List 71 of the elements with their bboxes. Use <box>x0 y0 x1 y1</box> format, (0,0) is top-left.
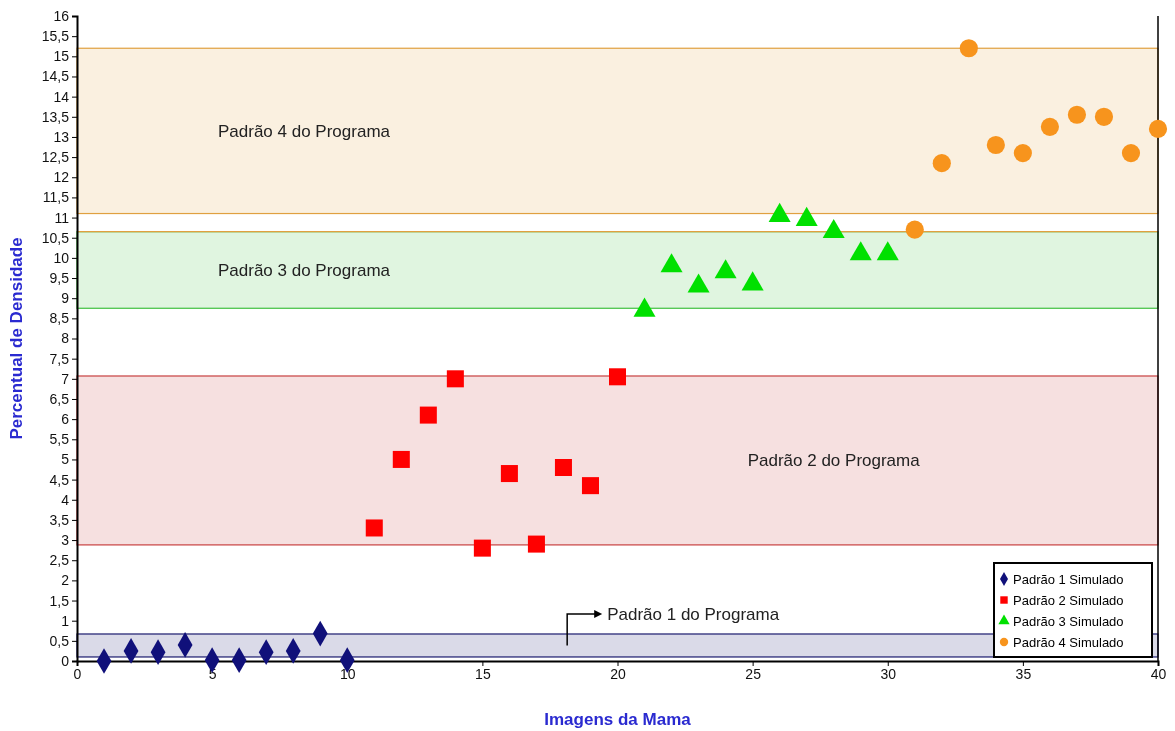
point <box>1040 117 1059 136</box>
y-tick-label: 11 <box>54 209 70 226</box>
point <box>527 535 545 553</box>
band-label: Padrão 2 do Programa <box>747 451 921 471</box>
y-tick-label: 3 <box>61 532 70 549</box>
x-axis-title: Imagens da Mama <box>544 710 692 729</box>
point <box>1013 143 1032 163</box>
point <box>392 450 410 468</box>
point <box>1094 107 1114 126</box>
y-tick-label: 5 <box>61 451 70 468</box>
x-tick-label: 40 <box>1150 665 1167 682</box>
legend-label: Padrão 2 Simulado <box>1013 592 1124 608</box>
y-tick-label: 14,5 <box>41 68 70 85</box>
x-tick-label: 15 <box>475 665 491 682</box>
point <box>554 458 572 477</box>
y-tick-label: 0 <box>61 652 70 669</box>
point <box>365 519 383 537</box>
y-tick-label: 15,5 <box>41 28 70 45</box>
y-tick-label: 4,5 <box>49 471 70 488</box>
legend-label: Padrão 3 Simulado <box>1013 613 1124 629</box>
y-tick-label: 6 <box>61 411 70 428</box>
x-tick-label: 0 <box>73 665 82 682</box>
y-tick-label: 5,5 <box>49 431 70 448</box>
point <box>581 477 599 495</box>
point <box>959 39 978 58</box>
y-axis-title: Percentual de Densidade <box>7 237 26 440</box>
x-tick-label: 30 <box>880 665 897 682</box>
y-tick-label: 1 <box>61 612 70 629</box>
band-label: Padrão 4 do Programa <box>218 121 391 141</box>
y-tick-label: 8,5 <box>49 310 70 327</box>
y-tick-label: 7 <box>61 370 70 387</box>
y-tick-label: 10,5 <box>41 229 70 246</box>
point <box>905 220 924 239</box>
y-tick-label: 15 <box>53 48 70 65</box>
y-tick-label: 16 <box>53 7 70 24</box>
y-tick-label: 7,5 <box>49 350 70 367</box>
y-tick-label: 9,5 <box>49 270 70 287</box>
x-tick-label: 20 <box>610 665 626 682</box>
y-tick-label: 1,5 <box>49 592 70 609</box>
y-tick-label: 2 <box>61 572 70 589</box>
point <box>500 465 518 483</box>
point <box>446 370 464 388</box>
y-tick-label: 10 <box>53 249 70 266</box>
point <box>419 406 437 424</box>
x-tick-label: 35 <box>1015 665 1032 682</box>
y-tick-label: 12 <box>53 169 70 186</box>
point <box>932 154 951 173</box>
band-label: Padrão 3 do Programa <box>218 260 391 280</box>
point <box>473 539 491 557</box>
y-tick-label: 4 <box>61 491 70 508</box>
y-tick-label: 3,5 <box>49 511 70 528</box>
y-tick-label: 11,5 <box>42 189 70 206</box>
y-tick-label: 12,5 <box>41 149 70 166</box>
y-tick-label: 9 <box>61 290 70 307</box>
point <box>1121 143 1141 163</box>
legend-label: Padrão 1 Simulado <box>1013 571 1124 587</box>
y-tick-label: 14 <box>53 88 70 105</box>
point <box>986 135 1005 155</box>
legend-label: Padrão 4 Simulado <box>1013 634 1124 650</box>
y-tick-label: 2,5 <box>49 552 70 569</box>
point <box>608 368 627 386</box>
x-tick-label: 10 <box>339 665 356 682</box>
y-tick-label: 13 <box>53 128 70 145</box>
y-tick-label: 13,5 <box>41 108 70 125</box>
y-tick-label: 8 <box>61 330 70 347</box>
band-label: Padrão 1 do Programa <box>607 604 780 624</box>
point <box>1067 105 1087 124</box>
y-tick-label: 0,5 <box>49 632 70 649</box>
y-tick-label: 6,5 <box>49 390 70 407</box>
x-tick-label: 25 <box>745 665 762 682</box>
point <box>1148 119 1168 138</box>
